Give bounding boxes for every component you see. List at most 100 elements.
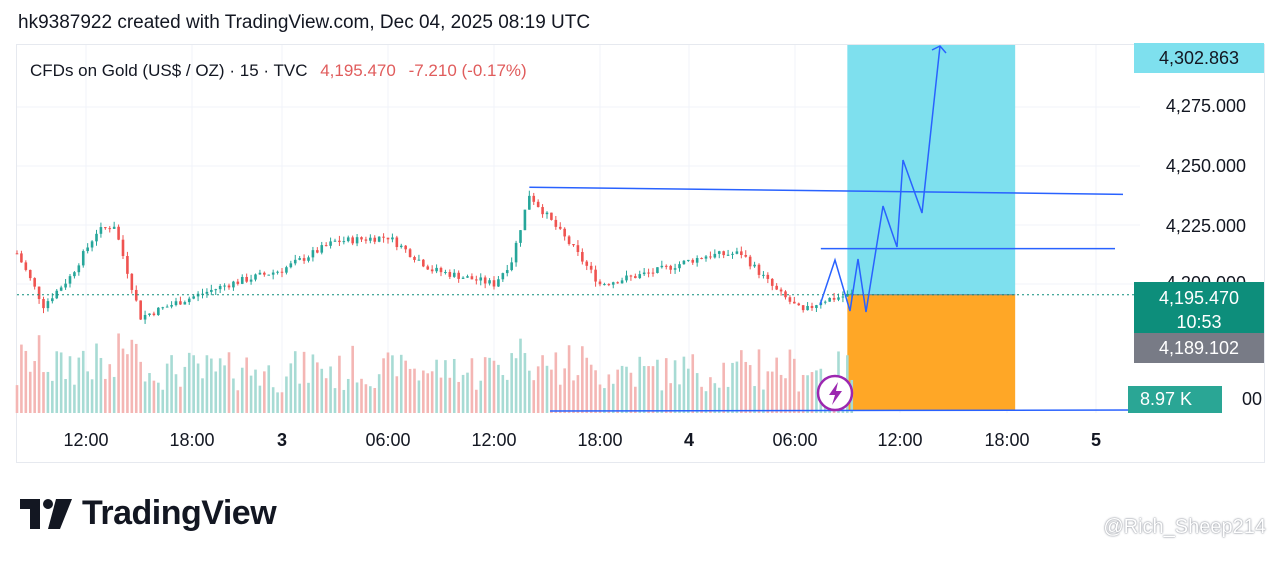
candle-body (148, 313, 151, 315)
volume-bar (126, 354, 129, 413)
candle-body (793, 301, 796, 304)
volume-bar (240, 367, 244, 413)
candle-body (695, 258, 699, 263)
volume-bar (651, 366, 655, 413)
tradingview-brand[interactable]: TradingView (20, 494, 277, 533)
candle-body (386, 237, 390, 240)
x-tick-label: 3 (276, 430, 287, 450)
candle-body (744, 255, 748, 257)
volume-bar (192, 355, 195, 413)
volume-bar (157, 382, 160, 413)
volume-bar (121, 348, 125, 413)
volume-bar (355, 382, 359, 413)
volume-bar (73, 384, 76, 413)
candle-body (399, 245, 403, 248)
volume-bar (475, 389, 478, 413)
volume-bar (324, 378, 328, 413)
candle-body (324, 245, 328, 247)
volume-bar (223, 365, 226, 413)
candle-body (470, 276, 474, 280)
resistance-trendline (529, 186, 1124, 196)
volume-bar (678, 384, 681, 413)
symbol-legend[interactable]: CFDs on Gold (US$ / OZ) · 15 · TVC 4,195… (30, 61, 527, 81)
volume-bar (249, 375, 253, 413)
candle-body (258, 272, 262, 275)
candle-body (134, 289, 138, 301)
candle-body (426, 266, 430, 270)
x-tick-label: 12:00 (471, 430, 517, 450)
candle-body (126, 256, 129, 274)
volume-bar (289, 363, 293, 413)
candle-body (342, 241, 346, 243)
volume-bar (55, 351, 59, 413)
candle-body (183, 302, 187, 305)
candle-body (240, 276, 244, 284)
candle-body (713, 253, 717, 258)
volume-bar (104, 378, 107, 413)
volume-bar (90, 379, 94, 413)
symbol-name[interactable]: CFDs on Gold (US$ / OZ) (30, 61, 225, 80)
candle-body (263, 272, 266, 275)
candle-body (377, 236, 381, 242)
volume-bar (753, 386, 756, 413)
volume-bar (134, 343, 138, 413)
volume-bar (779, 374, 783, 413)
volume-bar (346, 378, 350, 413)
volume-bar (333, 388, 337, 413)
candle-body (815, 305, 818, 309)
volume-bar (311, 354, 315, 413)
volume-bar (589, 364, 593, 413)
candle-body (603, 284, 606, 286)
candle-body (594, 269, 597, 282)
candle-body (355, 237, 359, 244)
volume-bar (143, 381, 147, 413)
volume-bar (444, 360, 447, 413)
candle-body (130, 273, 134, 290)
candle-body (536, 201, 540, 208)
candle-body (28, 269, 32, 279)
volume-bar (377, 374, 381, 413)
volume-bar (673, 360, 677, 413)
y-tick-label: 4,250.000 (1165, 156, 1246, 176)
candle-body (519, 230, 522, 243)
candle-body (479, 277, 483, 281)
candle-body (448, 272, 452, 277)
volume-bar (320, 368, 324, 413)
volume-bar (669, 383, 672, 413)
volume-bar (373, 388, 377, 413)
volume-bar (717, 387, 721, 413)
candle-body (435, 267, 438, 272)
candle-body (293, 259, 297, 264)
volume-bar (797, 391, 801, 413)
candle-body (682, 260, 686, 265)
candle-body (218, 285, 222, 290)
candle-body (687, 259, 690, 261)
candle-body (832, 297, 836, 300)
volume-bar (815, 370, 818, 413)
volume-bar (413, 368, 416, 413)
volume-bar (369, 386, 372, 413)
volume-bar (567, 345, 571, 413)
candle-body (444, 272, 447, 274)
candle-body (461, 277, 465, 279)
candle-body (585, 261, 589, 266)
volume-bar (386, 352, 390, 413)
candle-body (302, 258, 306, 261)
volume-bar (603, 388, 606, 413)
candle-body (391, 237, 394, 240)
candle-body (42, 299, 45, 309)
volume-bar (302, 351, 306, 413)
candle-body (576, 245, 580, 253)
volume-bar (139, 361, 142, 413)
volume-bar (638, 356, 642, 413)
volume-bar (541, 355, 544, 413)
volume-bar (766, 371, 770, 413)
candle-body (731, 253, 734, 255)
candle-body (37, 286, 41, 300)
candle-body (563, 228, 566, 237)
candle-body (417, 259, 421, 261)
volume-bar (660, 390, 664, 413)
symbol-last-price: 4,195.470 (320, 61, 396, 80)
candle-body (373, 237, 377, 242)
